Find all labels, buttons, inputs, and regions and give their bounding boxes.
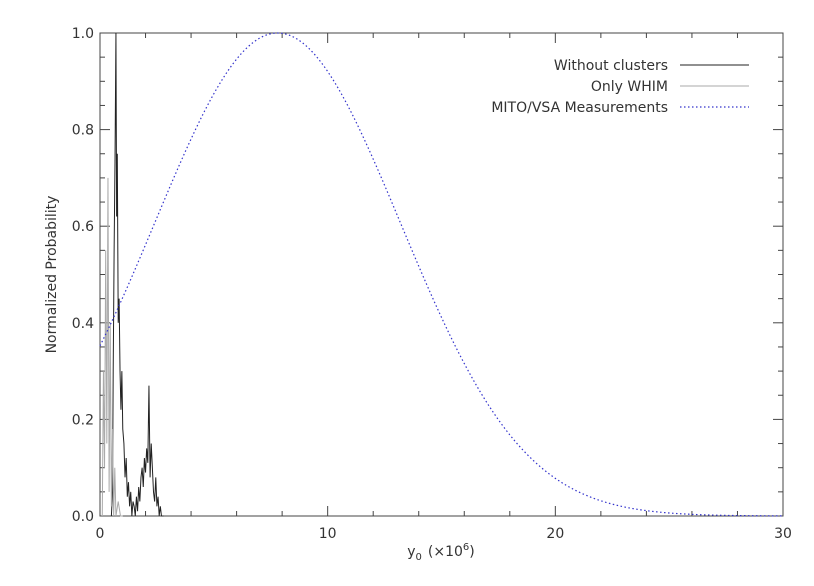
legend: Without clusters Only WHIM MITO/VSA Measur… [491,58,749,116]
x-axis-label-var: y [407,544,415,560]
legend-label: Without clusters [554,58,668,74]
x-tick-label: 10 [319,526,337,542]
x-axis-label-exp: 6 [463,542,469,553]
x-axis-label-unit: (×10 [428,544,463,560]
y-tick-label: 1.0 [72,26,94,42]
series-line-0 [110,32,164,517]
series-line-1 [101,177,123,517]
legend-label: MITO/VSA Measurements [491,100,668,116]
axis-tick-labels: 0 10 20 30 0.0 0.2 0.4 0.6 0.8 1.0 [72,26,792,542]
y-tick-label: 0.8 [72,123,94,139]
x-axis-label: y0 (×106) [407,542,475,563]
series-layer [99,32,784,517]
axis-ticks [99,32,784,517]
y-axis-label: Normalized Probability [44,196,60,354]
y-tick-label: 0.6 [72,219,94,235]
y-tick-label: 0.2 [72,412,94,428]
y-tick-label: 0.0 [72,509,94,525]
series-line-2 [99,32,784,517]
x-tick-label: 0 [96,526,105,542]
x-tick-label: 20 [546,526,564,542]
legend-label: Only WHIM [591,79,668,95]
plot-frame [99,32,784,517]
x-axis-label-sub: 0 [416,552,422,563]
x-axis-label-close: ) [469,544,474,560]
y-tick-label: 0.4 [72,316,94,332]
x-tick-label: 30 [774,526,792,542]
